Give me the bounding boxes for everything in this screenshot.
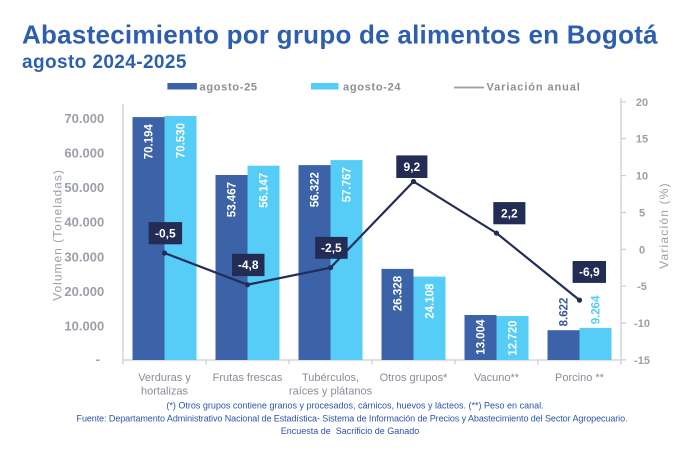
svg-text:Variación (%): Variación (%) [657, 182, 671, 269]
svg-text:Variación anual: Variación anual [487, 82, 581, 94]
svg-text:agosto-24: agosto-24 [343, 82, 401, 94]
svg-text:9.264: 9.264 [591, 295, 603, 324]
svg-text:Abastecimiento por grupo de al: Abastecimiento por grupo de alimentos en… [22, 20, 658, 50]
svg-text:8.622: 8.622 [559, 298, 571, 327]
svg-text:56.147: 56.147 [259, 173, 271, 208]
svg-text:Frutas frescas: Frutas frescas [213, 372, 283, 384]
svg-text:-15: -15 [634, 355, 650, 367]
svg-text:-0,5: -0,5 [155, 227, 176, 241]
svg-text:Porcino **: Porcino ** [555, 372, 605, 384]
svg-text:26.328: 26.328 [393, 275, 405, 311]
svg-text:-4,8: -4,8 [238, 258, 259, 272]
svg-text:20.000: 20.000 [64, 284, 104, 299]
svg-text:Otros grupos*: Otros grupos* [380, 372, 449, 384]
svg-text:Encuesta de Sacrificio de Gan: Encuesta de Sacrificio de Ganado [281, 426, 420, 436]
svg-text:-2,5: -2,5 [321, 241, 342, 255]
svg-text:agosto 2024-2025: agosto 2024-2025 [22, 52, 187, 73]
svg-text:hortalizas: hortalizas [141, 386, 189, 398]
svg-text:70.194: 70.194 [144, 124, 156, 160]
svg-text:-: - [96, 352, 100, 367]
svg-text:Fuente: Departamento Administr: Fuente: Departamento Administrativo Naci… [77, 414, 628, 424]
svg-text:10.000: 10.000 [64, 319, 104, 334]
svg-text:agosto-25: agosto-25 [200, 82, 258, 94]
svg-text:5: 5 [639, 207, 645, 219]
svg-text:30.000: 30.000 [64, 249, 104, 264]
svg-text:60.000: 60.000 [64, 146, 104, 161]
svg-text:Tubérculos,: Tubérculos, [302, 372, 359, 384]
svg-text:Vacuno**: Vacuno** [474, 372, 520, 384]
svg-text:-10: -10 [634, 318, 650, 330]
svg-text:56.322: 56.322 [310, 172, 322, 207]
svg-text:Verduras y: Verduras y [138, 372, 191, 384]
svg-text:raíces y plátanos: raíces y plátanos [289, 386, 373, 398]
svg-text:10: 10 [636, 171, 648, 183]
svg-text:-6,9: -6,9 [579, 265, 600, 279]
svg-text:13.004: 13.004 [476, 319, 488, 355]
svg-text:0: 0 [639, 244, 645, 256]
svg-text:24.108: 24.108 [425, 283, 437, 319]
svg-text:9,2: 9,2 [404, 160, 421, 174]
svg-text:12.720: 12.720 [508, 321, 520, 356]
svg-text:Volumen (Toneladas): Volumen (Toneladas) [51, 169, 65, 301]
svg-text:50.000: 50.000 [64, 180, 104, 195]
svg-text:70.000: 70.000 [64, 111, 104, 126]
svg-text:53.467: 53.467 [227, 182, 239, 217]
svg-text:40.000: 40.000 [64, 215, 104, 230]
svg-text:57.767: 57.767 [342, 167, 354, 202]
svg-text:70.530: 70.530 [176, 123, 188, 158]
svg-text:-5: -5 [637, 281, 647, 293]
svg-text:(*) Otros grupos contiene gran: (*) Otros grupos contiene granos y proce… [166, 401, 543, 411]
svg-text:2,2: 2,2 [501, 207, 518, 221]
svg-text:15: 15 [636, 134, 648, 146]
svg-text:20: 20 [636, 97, 648, 109]
